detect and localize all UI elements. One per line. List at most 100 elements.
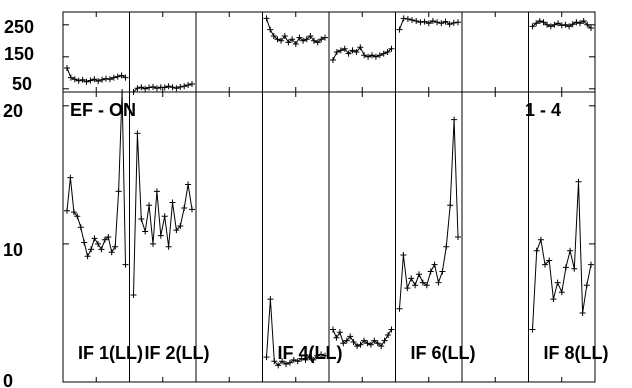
bottom-data-point [588,261,594,268]
bottom-data-point [562,264,569,271]
top-data-point [318,36,325,43]
bottom-data-point [554,279,561,286]
top-data-point [584,21,591,28]
bottom-data-point [70,209,77,216]
top-data-point [372,53,379,60]
bottom-data-point [322,352,328,359]
top-data-point [296,34,303,41]
bottom-data-point [286,359,293,366]
bottom-data-point [361,337,367,344]
bottom-data-point [81,239,88,246]
bottom-data-point [542,261,548,268]
top-data-point [118,72,125,79]
bottom-data-point [333,334,340,341]
bottom-data-point [357,341,364,348]
bottom-data-point [558,289,565,296]
top-data-point [536,18,543,24]
top-data-point [396,26,403,33]
y-tick-bottom-0: 0 [3,371,13,388]
top-data-point [314,39,321,46]
top-data-point [421,18,428,25]
top-data-point [142,85,149,92]
top-data-point [330,57,336,63]
annotation-left: EF - ON [70,100,136,120]
top-data-point [270,33,277,39]
bottom-data-point [567,247,574,254]
top-data-point [311,37,317,44]
bottom-data-point [546,257,553,264]
top-data-point [384,49,391,55]
top-data-point [263,15,270,22]
top-data-point [307,33,314,39]
top-data-point [588,25,594,31]
panel-label: IF 6(LL) [411,343,476,363]
bottom-data-point [108,249,115,256]
top-data-point [64,65,70,71]
top-data-point [173,85,180,92]
top-data-point [577,20,583,27]
bottom-data-point [412,282,419,289]
bottom-data-point [404,285,411,292]
bottom-data-point [74,213,81,220]
bottom-data-point [98,246,105,253]
bottom-data-point [271,358,278,365]
bottom-data-point [408,275,415,282]
top-data-point [413,18,420,24]
bottom-data-point [350,339,357,345]
top-data-point [153,85,160,92]
panel-label: IF 8(LL) [544,343,609,363]
y-tick-bottom-20: 20 [3,101,23,121]
bottom-series-line [399,119,459,309]
bottom-data-point [330,326,336,333]
bottom-data-point [318,351,325,358]
annotation-right: 1 - 4 [525,100,561,120]
top-data-point [181,83,188,90]
bottom-data-point [119,89,126,95]
bottom-data-point [263,354,270,361]
top-data-point [425,20,432,27]
top-data-point [429,18,436,24]
bottom-data-point [378,343,385,350]
bottom-data-point [575,178,582,185]
bottom-data-point [435,279,442,286]
top-data-point [95,78,102,85]
top-data-point [357,44,364,51]
top-data-point [83,78,90,85]
top-data-point [353,49,360,55]
bottom-data-point [388,326,395,333]
top-data-point [67,74,74,81]
top-data-point [122,74,129,81]
top-data-point [138,84,145,91]
bottom-data-point [130,292,137,298]
top-data-point [580,18,587,24]
bottom-data-point [283,361,289,367]
top-series-line [332,46,392,61]
top-data-point [71,76,78,83]
bottom-series-line [332,329,392,347]
bottom-data-point [310,356,317,363]
top-data-point [75,77,82,84]
bottom-data-point [115,188,122,195]
bottom-data-point [381,337,388,344]
bottom-data-point [185,181,192,188]
top-data-point [114,73,121,80]
bottom-data-point [101,236,108,243]
top-data-point [165,83,172,90]
top-data-point [134,85,141,92]
bottom-data-point [400,252,407,258]
top-data-point [361,52,368,59]
bottom-data-point [150,240,156,247]
top-data-point [345,50,352,57]
bottom-data-point [443,243,450,250]
bottom-data-point [371,337,378,344]
bottom-series-line [266,299,326,367]
top-data-point [281,33,288,39]
top-data-point [292,41,299,47]
bottom-data-point [571,265,578,272]
top-data-point [434,19,441,26]
bottom-data-point [550,296,557,303]
top-data-point [341,45,348,52]
bottom-data-point [142,228,149,235]
bottom-data-point [153,188,160,195]
bottom-data-point [294,358,301,365]
